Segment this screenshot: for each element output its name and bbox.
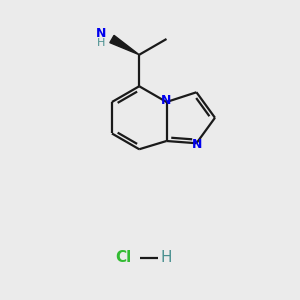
- Text: N: N: [96, 27, 106, 40]
- Text: H: H: [97, 38, 105, 49]
- Text: H: H: [160, 250, 172, 266]
- Text: N: N: [192, 138, 202, 151]
- Polygon shape: [110, 35, 139, 55]
- Text: Cl: Cl: [116, 250, 132, 266]
- Text: N: N: [161, 94, 172, 107]
